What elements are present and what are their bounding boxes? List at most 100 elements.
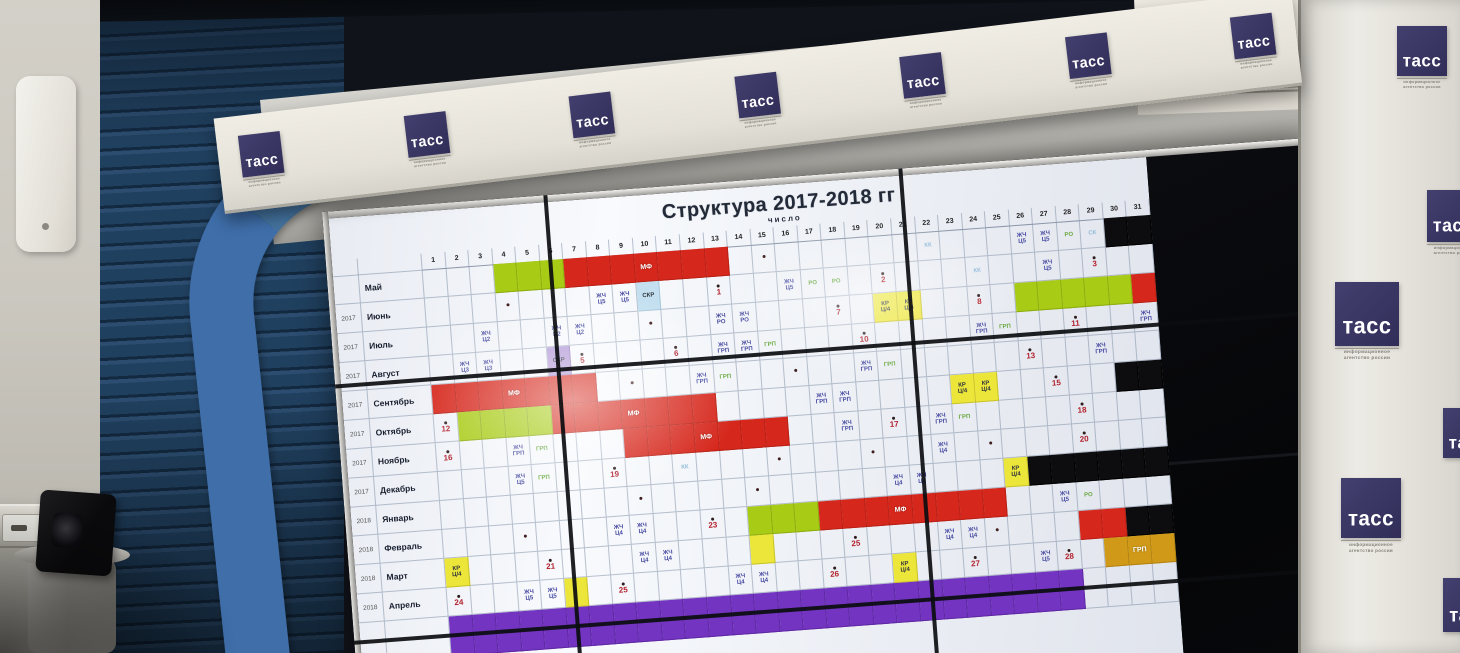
calendar-cell bbox=[883, 436, 910, 468]
calendar-cell bbox=[730, 273, 756, 305]
calendar-cell bbox=[958, 489, 985, 520]
cell-code: 6 bbox=[674, 345, 679, 358]
cell-code: КК bbox=[973, 267, 982, 275]
calendar-cell bbox=[698, 479, 724, 511]
calendar-cell bbox=[1150, 532, 1177, 564]
cell-code: ЖЧ Ц3 bbox=[459, 360, 470, 374]
cell-code: 15 bbox=[1051, 375, 1062, 388]
calendar-cell bbox=[764, 416, 791, 448]
cell-code: 27 bbox=[970, 555, 981, 568]
calendar-cell bbox=[463, 497, 490, 529]
tass-logo-caption: информационное агентство россии bbox=[573, 134, 617, 150]
cell-code: 26 bbox=[830, 566, 840, 579]
calendar-cell bbox=[1114, 361, 1141, 392]
calendar-cell bbox=[858, 409, 884, 441]
calendar-cell: 3 bbox=[1082, 247, 1108, 279]
cell-code: ЖЧ Ц5 bbox=[515, 473, 526, 487]
calendar-cell bbox=[454, 381, 481, 413]
calendar-cell bbox=[456, 410, 483, 442]
calendar-cell bbox=[980, 458, 1006, 490]
calendar-cell bbox=[450, 323, 477, 355]
calendar-cell: ЖЧ ГРП bbox=[853, 351, 880, 383]
calendar-cell bbox=[1022, 397, 1049, 428]
calendar-cell bbox=[586, 255, 613, 287]
calendar-cell bbox=[623, 427, 650, 458]
calendar-cell bbox=[482, 437, 509, 469]
calendar-cell bbox=[841, 498, 868, 529]
calendar-cell bbox=[1105, 245, 1132, 277]
calendar-cell bbox=[478, 379, 504, 411]
cell-code: ГРП bbox=[719, 373, 732, 381]
calendar-cell: ЖЧ Ц5 bbox=[1033, 221, 1059, 253]
calendar-cell bbox=[1080, 538, 1107, 569]
calendar-cell bbox=[533, 492, 560, 523]
calendar-cell: ЖЧ Ц5 bbox=[1052, 482, 1079, 513]
tass-logo-square: тасс bbox=[403, 110, 450, 158]
calendar-cell bbox=[572, 372, 598, 404]
tass-logo-caption: информационное агентство россии bbox=[1397, 78, 1447, 89]
calendar-cell: ЖЧ Ц5 bbox=[1009, 223, 1036, 255]
calendar-cell: 2 bbox=[870, 263, 897, 294]
calendar-cell bbox=[491, 553, 517, 585]
calendar-cell bbox=[493, 582, 520, 614]
calendar-screen: Структура 2017-2018 гг число 12345678910… bbox=[328, 157, 1194, 653]
calendar-cell bbox=[659, 279, 686, 310]
calendar-cell: ЖЧ ГРП bbox=[506, 436, 532, 467]
calendar-cell bbox=[802, 297, 829, 329]
calendar-cell bbox=[939, 229, 965, 260]
calendar-cell: 17 bbox=[881, 407, 908, 439]
calendar-cell bbox=[497, 320, 524, 352]
cell-code: ГРП bbox=[537, 474, 551, 482]
calendar-cell bbox=[837, 440, 863, 471]
press-backdrop: тасс информационное агентство россии тасс и… bbox=[1298, 0, 1460, 653]
tass-logo-caption: информационное агентство россии bbox=[243, 174, 286, 189]
cell-code: РО bbox=[808, 279, 818, 287]
calendar-cell bbox=[642, 367, 669, 399]
calendar-cell bbox=[536, 521, 562, 552]
calendar-cell bbox=[723, 506, 750, 538]
cell-code: РО bbox=[1083, 491, 1093, 499]
tass-logo-caption: информационное агентство россии bbox=[904, 95, 948, 111]
calendar-cell bbox=[738, 389, 765, 421]
cell-code: 25 bbox=[851, 535, 861, 548]
calendar-cell: ЖЧ ГРП bbox=[1088, 334, 1115, 365]
tass-logo-square: тасс bbox=[1229, 12, 1277, 59]
calendar-cell: ГРП bbox=[529, 434, 556, 465]
calendar-cell bbox=[926, 375, 953, 407]
calendar-cell bbox=[721, 478, 748, 509]
cell-code: 5 bbox=[580, 352, 585, 365]
calendar-cell bbox=[917, 259, 944, 291]
calendar-cell bbox=[681, 568, 707, 599]
calendar-cell bbox=[807, 355, 833, 386]
wall-intercom-device bbox=[16, 76, 76, 252]
calendar-cell bbox=[587, 575, 614, 607]
calendar-cell bbox=[954, 431, 981, 463]
calendar-cell bbox=[715, 391, 741, 422]
calendar-cell bbox=[459, 439, 485, 471]
cell-code: ЖЧ ГРП bbox=[839, 390, 852, 404]
calendar-cell bbox=[1116, 390, 1143, 421]
calendar-cell bbox=[1046, 395, 1072, 427]
calendar-cell bbox=[1024, 426, 1051, 457]
calendar-cell bbox=[924, 346, 951, 378]
cell-code: 7 bbox=[836, 304, 841, 317]
calendar-cell bbox=[1101, 507, 1128, 539]
calendar-cell: РО bbox=[1056, 220, 1083, 251]
calendar-cell: ЖЧ РО bbox=[708, 304, 735, 336]
calendar-cell bbox=[1041, 337, 1068, 369]
calendar-cell: 15 bbox=[1044, 366, 1070, 398]
intercom-dot bbox=[42, 223, 49, 230]
ptz-camera bbox=[35, 489, 117, 577]
calendar-cell bbox=[591, 313, 617, 345]
calendar-cell bbox=[740, 418, 767, 450]
calendar-cell bbox=[696, 450, 722, 482]
calendar-cell bbox=[1140, 388, 1166, 420]
calendar-cell bbox=[727, 244, 754, 276]
calendar-cell bbox=[670, 423, 697, 455]
calendar-cell bbox=[845, 236, 871, 267]
calendar-cell bbox=[657, 570, 684, 601]
calendar-cell bbox=[614, 311, 641, 343]
calendar-cell: КК bbox=[915, 230, 942, 262]
